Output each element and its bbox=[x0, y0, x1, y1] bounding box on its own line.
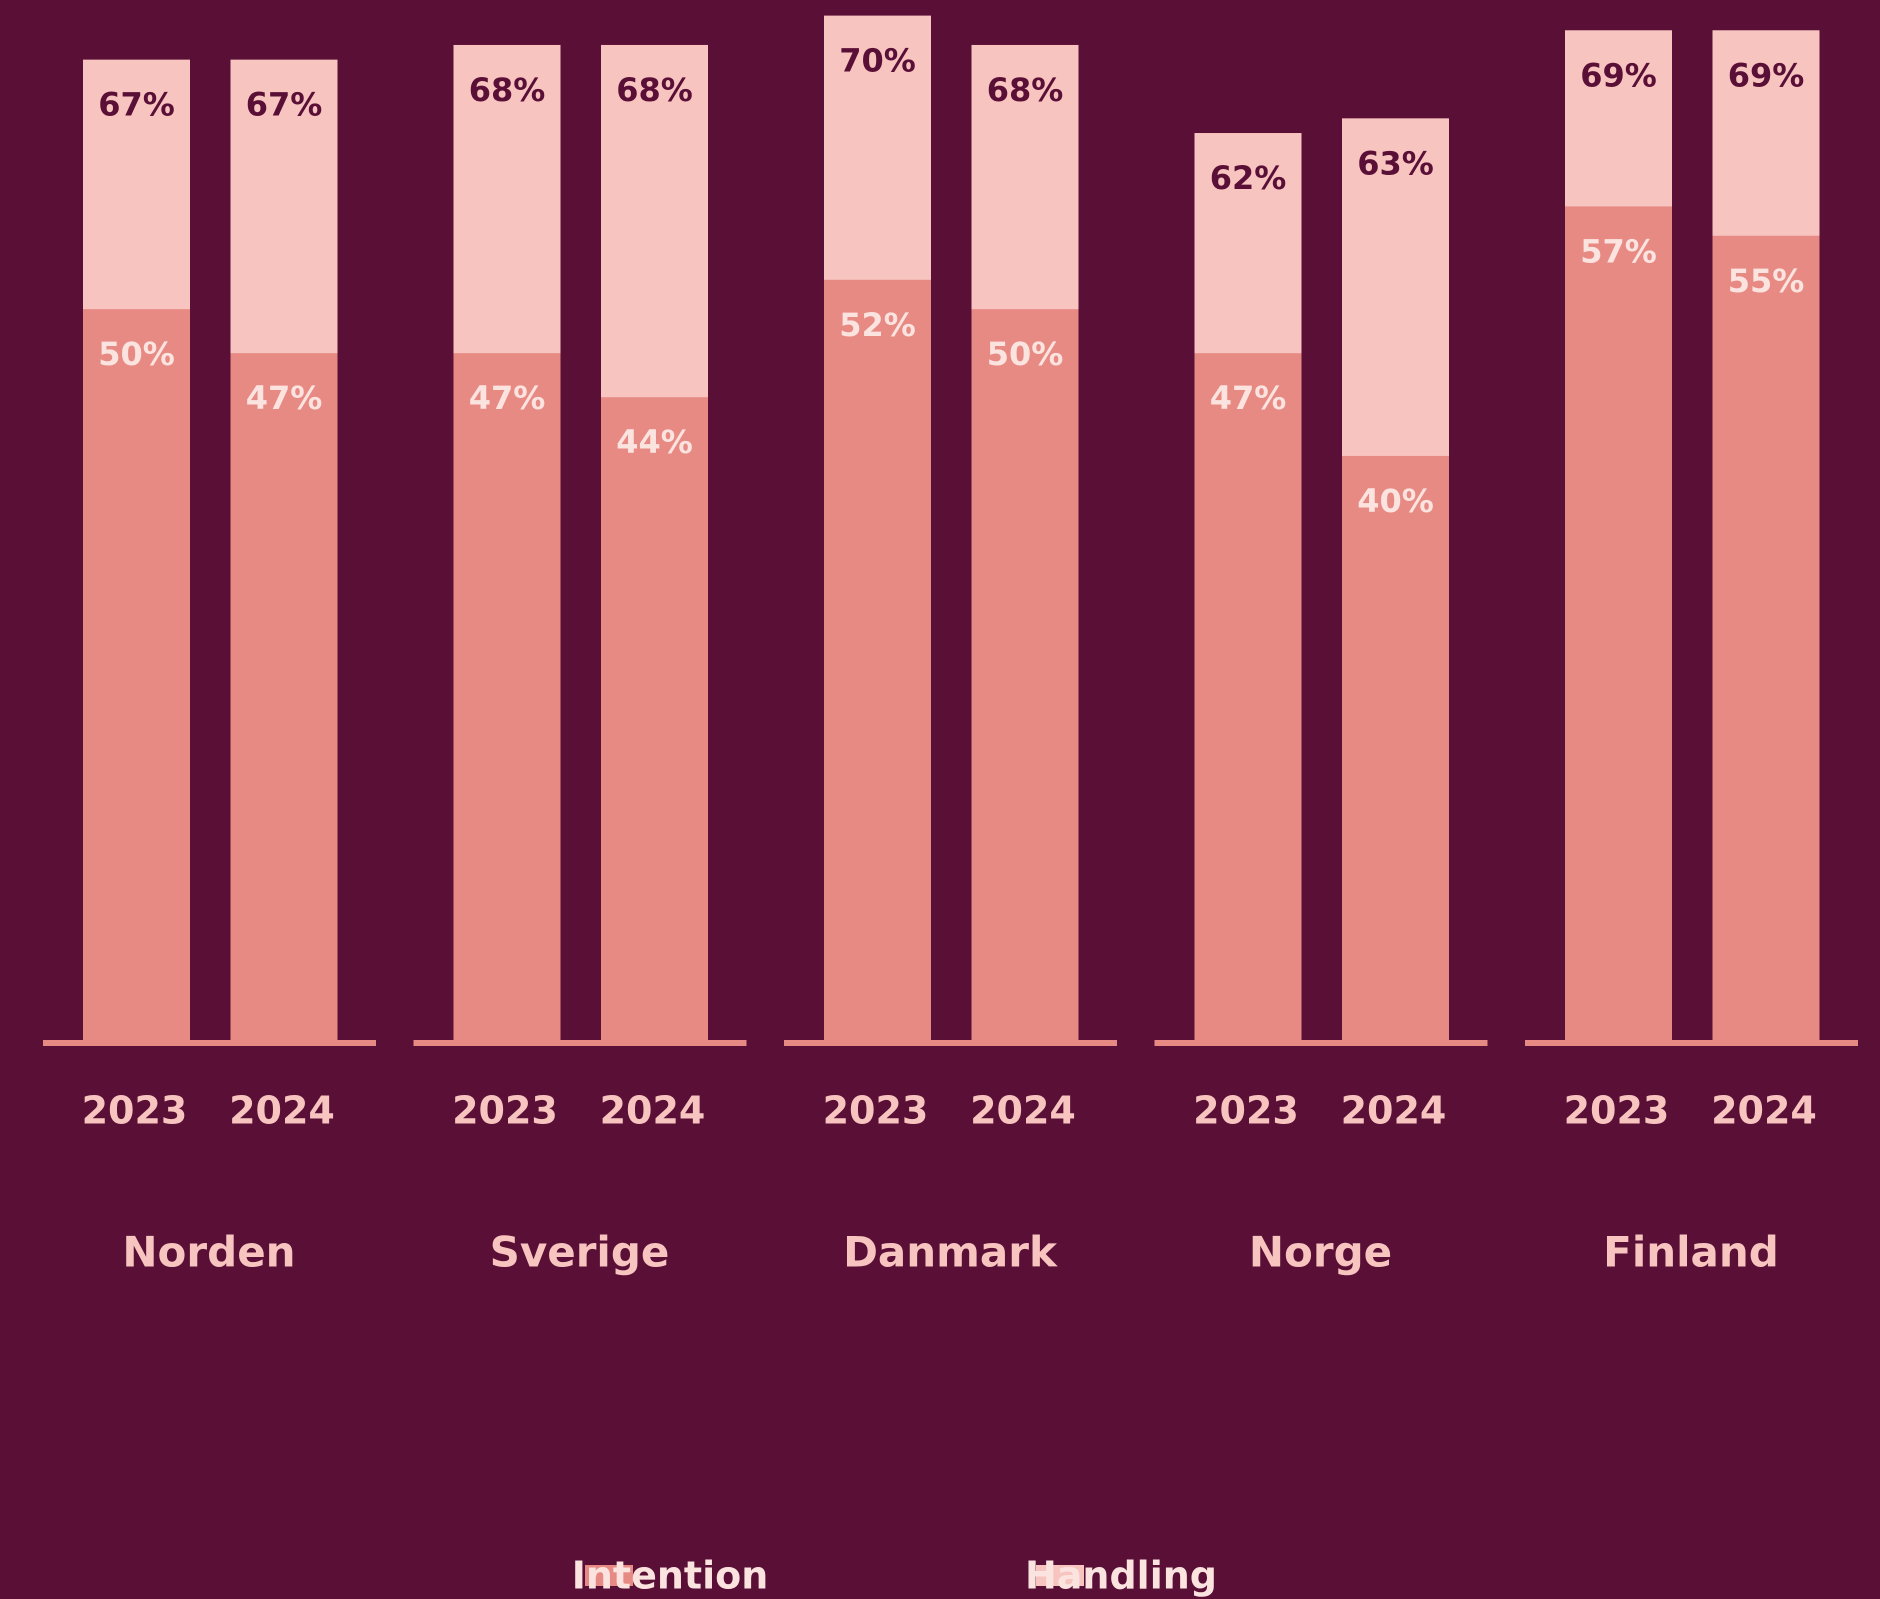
value-label: 47% bbox=[1210, 379, 1287, 417]
value-label: 68% bbox=[987, 71, 1064, 109]
bar bbox=[453, 353, 561, 1043]
value-label: 40% bbox=[1357, 482, 1434, 520]
baseline bbox=[1525, 1040, 1858, 1046]
value-label: 50% bbox=[98, 335, 175, 373]
bar bbox=[824, 279, 931, 1043]
bar bbox=[1565, 206, 1672, 1044]
group-label: Norge bbox=[1249, 1228, 1392, 1277]
legend-label: Intention bbox=[572, 1554, 769, 1598]
value-label: 69% bbox=[1728, 56, 1805, 94]
value-label: 57% bbox=[1580, 232, 1657, 270]
x-tick-label: 2024 bbox=[1341, 1089, 1447, 1133]
baseline bbox=[784, 1040, 1117, 1046]
x-tick-label: 2024 bbox=[229, 1089, 335, 1133]
group-label: Danmark bbox=[843, 1228, 1058, 1277]
x-tick-label: 2024 bbox=[600, 1089, 706, 1133]
value-label: 62% bbox=[1210, 159, 1287, 197]
value-label: 63% bbox=[1357, 144, 1434, 182]
x-tick-label: 2023 bbox=[82, 1089, 188, 1133]
baseline bbox=[43, 1040, 376, 1046]
value-label: 47% bbox=[246, 379, 323, 417]
value-label: 47% bbox=[469, 379, 546, 417]
baseline bbox=[413, 1040, 747, 1046]
baseline bbox=[1154, 1040, 1488, 1046]
group-label: Sverige bbox=[490, 1228, 670, 1277]
bar bbox=[230, 353, 338, 1043]
x-tick-label: 2023 bbox=[823, 1089, 929, 1133]
value-label: 68% bbox=[469, 71, 546, 109]
x-tick-label: 2023 bbox=[452, 1089, 558, 1133]
value-label: 68% bbox=[616, 71, 693, 109]
legend-swatch bbox=[1036, 1565, 1084, 1586]
value-label: 67% bbox=[98, 86, 175, 124]
value-label: 50% bbox=[987, 335, 1064, 373]
bar bbox=[1194, 353, 1302, 1043]
legend-swatch bbox=[585, 1565, 633, 1586]
x-tick-label: 2024 bbox=[970, 1089, 1076, 1133]
value-label: 52% bbox=[839, 306, 916, 344]
bar bbox=[1712, 235, 1820, 1043]
group-label: Norden bbox=[122, 1228, 295, 1277]
bar bbox=[83, 309, 190, 1044]
group-label: Finland bbox=[1603, 1228, 1779, 1277]
bar bbox=[601, 397, 708, 1044]
value-label: 70% bbox=[839, 42, 916, 80]
value-label: 67% bbox=[246, 86, 323, 124]
bar bbox=[971, 309, 1079, 1044]
x-tick-label: 2023 bbox=[1564, 1089, 1670, 1133]
value-label: 55% bbox=[1728, 262, 1805, 300]
x-tick-label: 2024 bbox=[1711, 1089, 1817, 1133]
x-tick-label: 2023 bbox=[1193, 1089, 1299, 1133]
value-label: 69% bbox=[1580, 56, 1657, 94]
value-label: 44% bbox=[616, 423, 693, 461]
legend-label: Handling bbox=[1025, 1554, 1217, 1598]
bar bbox=[1342, 455, 1449, 1043]
